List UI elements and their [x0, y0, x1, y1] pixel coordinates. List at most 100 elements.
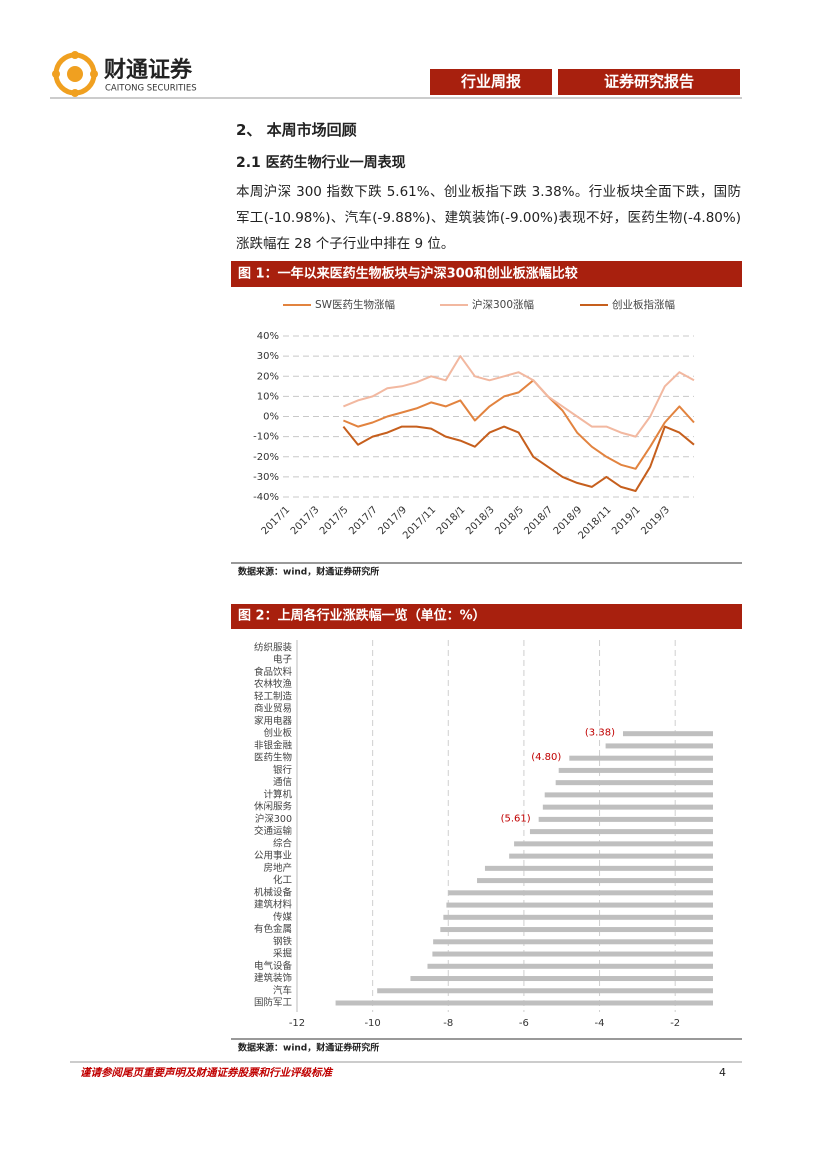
y-tick-label: 房地产 [263, 862, 292, 874]
bar [440, 927, 713, 933]
x-tick-label: 2018/7 [523, 504, 556, 537]
y-tick-label: 40% [257, 331, 279, 342]
paragraph: 本周沪深 300 指数下跌 5.61%、创业板指下跌 3.38%。行业板块全面下… [236, 184, 741, 252]
x-tick-label: 2018/1 [435, 504, 468, 537]
bar [622, 731, 713, 737]
bar [433, 939, 713, 945]
y-tick-label: 交通运输 [254, 825, 293, 837]
figure-title: 图 1：一年以来医药生物板块与沪深300和创业板涨幅比较 [238, 266, 578, 282]
bar [443, 914, 713, 920]
x-tick-label: -4 [595, 1018, 605, 1029]
x-tick-label: -10 [364, 1018, 380, 1029]
bar [377, 988, 713, 994]
series-line [343, 355, 695, 438]
x-tick-label: 2017/1 [260, 504, 293, 537]
figure-title-bar [231, 261, 742, 287]
y-tick-label: 传媒 [273, 911, 293, 923]
y-tick-label: 0% [263, 412, 279, 423]
x-tick-label: 2019/3 [639, 504, 672, 537]
bar [432, 951, 713, 957]
x-tick-label: -8 [443, 1018, 453, 1029]
figure-title: 图 2：上周各行业涨跌幅一览（单位：%） [238, 608, 486, 624]
data-label: (5.61) [501, 813, 531, 824]
bar [558, 767, 713, 773]
x-tick-label: -12 [289, 1018, 305, 1029]
y-tick-label: -30% [253, 472, 279, 483]
legend-label: 创业板指涨幅 [612, 298, 675, 311]
bar [529, 829, 713, 835]
y-tick-label: 20% [257, 371, 279, 382]
bar [335, 1000, 713, 1006]
x-tick-label: -6 [519, 1018, 529, 1029]
x-tick-label: 2017/5 [318, 504, 351, 537]
figure-source: 数据来源：wind，财通证券研究所 [238, 1042, 379, 1054]
logo [52, 51, 98, 97]
y-tick-label: 银行 [273, 764, 293, 776]
y-tick-label: 轻工制造 [254, 690, 293, 702]
y-tick-label: 建筑材料 [254, 899, 293, 911]
tag-box [430, 69, 552, 95]
y-tick-label: 公用事业 [254, 850, 292, 862]
brand: 财通证券 [104, 57, 193, 83]
y-tick-label: 电子 [273, 654, 293, 666]
section-heading: 2、 本周市场回顾 [236, 121, 357, 139]
tag-box [558, 69, 740, 95]
legend-label: 沪深300涨幅 [472, 298, 534, 311]
bar [514, 841, 713, 847]
bar [569, 755, 713, 761]
bar [544, 792, 713, 798]
y-tick-label: 商业贸易 [254, 703, 292, 715]
bar [542, 804, 713, 810]
y-tick-label: 综合 [273, 837, 293, 849]
y-tick-label: 建筑装饰 [254, 972, 292, 984]
x-tick-label: 2017/7 [347, 504, 380, 537]
figure-title-bar [231, 604, 742, 629]
y-tick-label: 钢铁 [273, 935, 293, 947]
y-tick-label: 30% [257, 351, 279, 362]
y-tick-label: 有色金属 [254, 923, 292, 935]
section-subheading: 2.1 医药生物行业一周表现 [236, 155, 406, 171]
y-tick-label: -20% [253, 452, 279, 463]
tag: 行业周报 [460, 73, 521, 91]
y-tick-label: 化工 [273, 874, 293, 886]
y-tick-label: -10% [253, 432, 279, 443]
disclaimer: 谨请参阅尾页重要声明及财通证券股票和行业评级标准 [80, 1066, 333, 1079]
y-tick-label: 休闲服务 [254, 801, 293, 813]
bar [477, 878, 713, 884]
y-tick-label: 医药生物 [254, 752, 293, 764]
y-tick-label: 通信 [273, 776, 292, 788]
bar [448, 890, 713, 896]
data-label: (4.80) [531, 752, 561, 763]
bar [605, 743, 713, 749]
bar [427, 963, 713, 969]
x-tick-label: -2 [670, 1018, 680, 1029]
bar [509, 853, 713, 859]
y-tick-label: 10% [257, 391, 279, 402]
y-tick-label: 非银金融 [254, 739, 293, 751]
figure-source: 数据来源：wind，财通证券研究所 [238, 566, 379, 578]
bar [555, 780, 713, 786]
page-number: 4 [719, 1066, 726, 1079]
x-tick-label: 2018/5 [493, 504, 526, 537]
brand-en: CAITONG SECURITIES [105, 84, 197, 94]
y-tick-label: 纺织服装 [254, 642, 293, 654]
series-line [343, 379, 695, 470]
y-tick-label: 农林牧渔 [254, 678, 293, 690]
y-tick-label: -40% [253, 492, 279, 503]
series-line [342, 425, 695, 492]
bar [446, 902, 713, 908]
y-tick-label: 采掘 [273, 948, 292, 960]
y-tick-label: 食品饮料 [254, 666, 293, 678]
y-tick-label: 计算机 [263, 788, 292, 800]
legend-label: SW医药生物涨幅 [315, 298, 395, 311]
bar [484, 865, 713, 871]
x-tick-label: 2018/3 [464, 504, 497, 537]
y-tick-label: 汽车 [273, 984, 292, 996]
y-tick-label: 家用电器 [254, 715, 293, 727]
x-tick-label: 2017/3 [289, 504, 322, 537]
y-tick-label: 电气设备 [254, 960, 293, 972]
y-tick-label: 机械设备 [254, 886, 293, 898]
y-tick-label: 创业板 [263, 727, 292, 739]
